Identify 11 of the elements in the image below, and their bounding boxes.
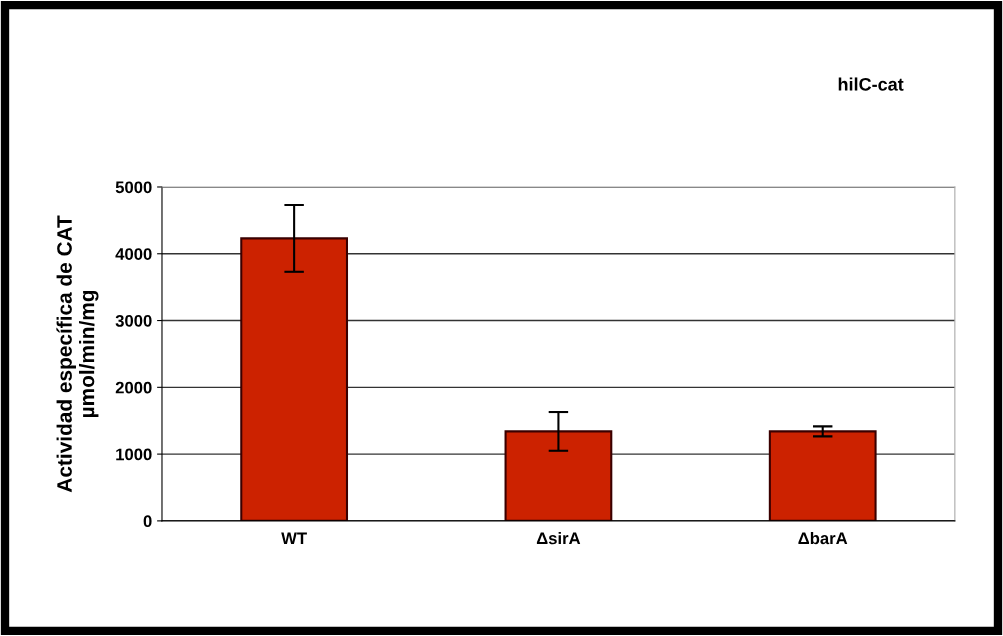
y-tick-label: 1000: [116, 448, 152, 461]
y-tick-label: 4000: [115, 248, 152, 260]
y-tick-label: 3000: [115, 314, 152, 327]
y-tick-label: 5000: [115, 181, 152, 194]
y-tick-label: 2000: [115, 381, 152, 394]
x-tick-label: ΔbarA: [798, 532, 848, 545]
x-tick-label: ΔsirA: [536, 532, 581, 545]
chart-title: hilC-cat: [838, 77, 904, 91]
x-tick-label: WT: [281, 532, 307, 545]
y-axis-title: Actividad específica de CAT µmol/min/mg: [56, 215, 99, 493]
y-tick-label: 0: [143, 515, 152, 528]
